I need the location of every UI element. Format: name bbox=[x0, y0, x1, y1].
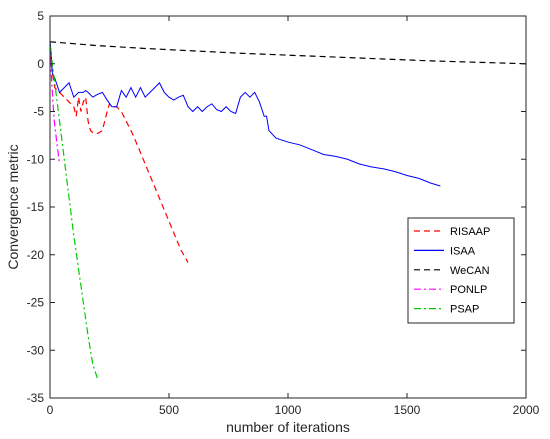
legend-box bbox=[407, 217, 515, 324]
series-layer bbox=[49, 39, 527, 380]
y-tick-label: -15 bbox=[27, 200, 45, 214]
y-tick-label: -5 bbox=[33, 105, 44, 119]
y-tick-label: -20 bbox=[27, 248, 45, 262]
legend-label-risaap: RISAAP bbox=[450, 226, 490, 238]
y-tick-label: -35 bbox=[27, 391, 45, 405]
series-line-psap bbox=[49, 44, 99, 380]
plot-area bbox=[50, 16, 526, 398]
y-tick-label: -25 bbox=[27, 296, 45, 310]
x-tick-label: 1000 bbox=[275, 403, 302, 417]
legend: RISAAP ISAA WeCAN PONLP PSAP bbox=[407, 217, 515, 324]
plot-background bbox=[50, 16, 526, 398]
x-tick-label: 0 bbox=[47, 403, 54, 417]
series-line-isaa bbox=[49, 39, 441, 187]
x-tick-label: 2000 bbox=[513, 403, 540, 417]
y-tick-label: 0 bbox=[37, 57, 44, 71]
y-axis-label: Convergence metric bbox=[5, 144, 21, 269]
series-line-risaap bbox=[49, 44, 189, 263]
series-line-ponlp bbox=[49, 44, 61, 165]
x-axis-label: number of iterations bbox=[226, 419, 350, 435]
y-tick-label: -30 bbox=[27, 343, 45, 357]
series-line-wecan bbox=[49, 41, 527, 65]
ticks-layer: 0 500 1000 1500 2000 5 0 -5 -10 -15 -20 -25 -30 -35 bbox=[27, 9, 540, 417]
x-tick-label: 500 bbox=[159, 403, 179, 417]
y-tick-label: -10 bbox=[27, 152, 45, 166]
legend-label-wecan: WeCAN bbox=[450, 265, 490, 277]
y-tick-label: 5 bbox=[37, 9, 44, 23]
legend-label-isaa: ISAA bbox=[450, 245, 476, 257]
x-tick-label: 1500 bbox=[394, 403, 421, 417]
legend-label-psap: PSAP bbox=[450, 304, 479, 316]
legend-label-ponlp: PONLP bbox=[450, 284, 487, 296]
